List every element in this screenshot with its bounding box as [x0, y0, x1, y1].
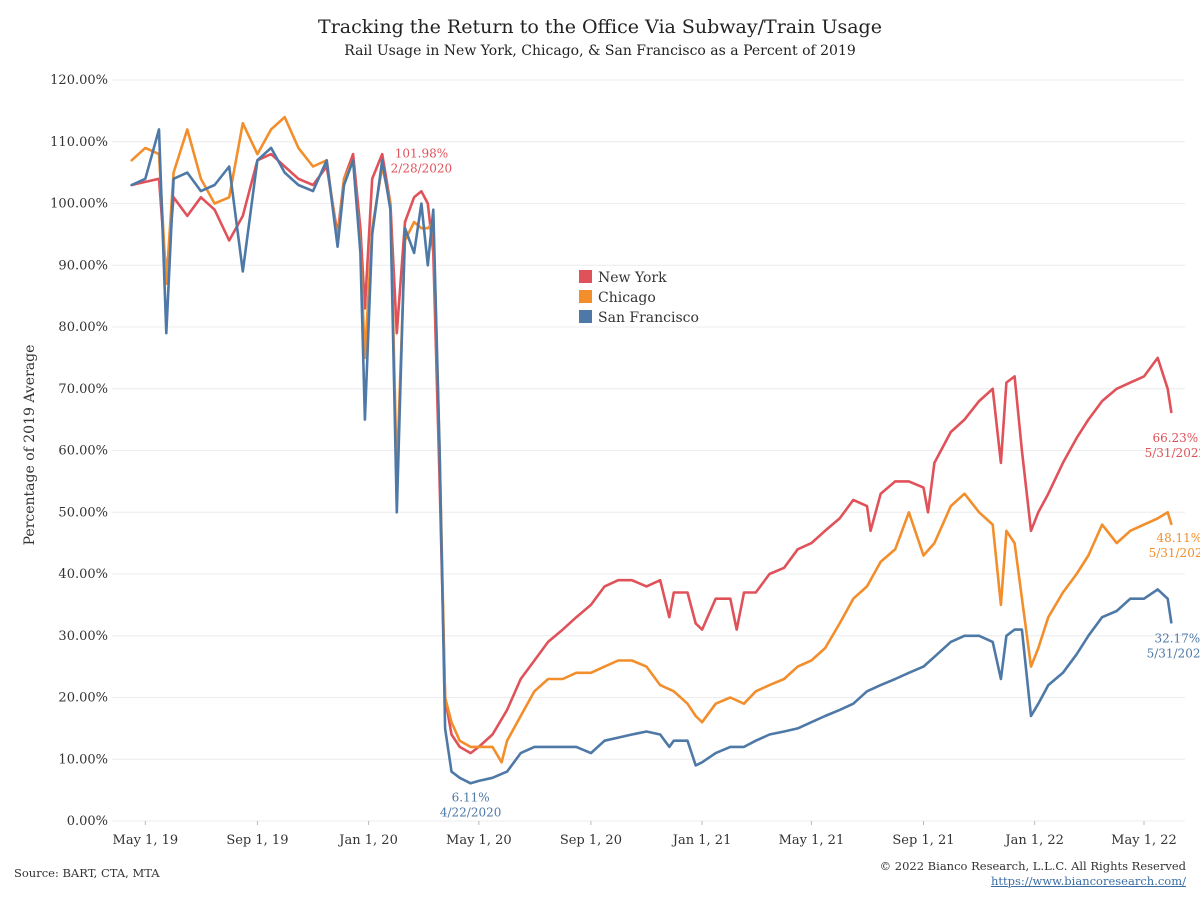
x-tick-label: May 1, 22: [1111, 833, 1177, 848]
legend-swatch-san-francisco: [579, 310, 592, 323]
annotation-value: 101.98%: [395, 146, 448, 160]
legend-swatch-new-york: [579, 270, 592, 283]
website-link[interactable]: https://www.biancoresearch.com/: [990, 874, 1186, 888]
legend: New York Chicago San Francisco: [579, 270, 699, 326]
annotation-date: 5/31/2022: [1147, 646, 1200, 660]
y-tick-label: 70.00%: [58, 382, 108, 397]
x-tick-label: Sep 1, 20: [560, 833, 622, 848]
y-axis-ticks: 0.00% 10.00% 20.00% 30.00% 40.00% 50.00% 60.00…: [50, 73, 108, 829]
x-tick-label: Jan 1, 21: [671, 833, 732, 848]
x-tick-label: Jan 1, 22: [1003, 833, 1064, 848]
chart-subtitle: Rail Usage in New York, Chicago, & San F…: [344, 43, 856, 59]
annotations: 101.98%2/28/20206.11%4/22/202066.23%5/31…: [391, 146, 1200, 819]
copyright-note: © 2022 Bianco Research, L.L.C. All Right…: [879, 859, 1186, 873]
grid-lines: [112, 79, 1185, 822]
y-tick-label: 120.00%: [50, 73, 108, 88]
y-tick-label: 0.00%: [67, 814, 108, 829]
x-tick-label: Jan 1, 20: [337, 833, 398, 848]
annotation-value: 32.17%: [1154, 631, 1200, 645]
legend-label-new-york: New York: [598, 270, 667, 286]
x-axis-ticks: May 1, 19 Sep 1, 19 Jan 1, 20 May 1, 20 Sep …: [113, 821, 1177, 848]
chart-title: Tracking the Return to the Office Via Su…: [318, 16, 882, 38]
annotation-date: 5/31/2022: [1149, 546, 1200, 560]
y-tick-label: 30.00%: [58, 629, 108, 644]
series-line-new-york: [130, 152, 1173, 755]
source-note: Source: BART, CTA, MTA: [14, 866, 160, 880]
annotation-date: 5/31/2022: [1145, 446, 1200, 460]
annotation-date: 2/28/2020: [391, 161, 453, 175]
y-tick-label: 90.00%: [58, 258, 108, 273]
series-line-san-francisco: [130, 128, 1173, 785]
legend-swatch-chicago: [579, 290, 592, 303]
x-tick-label: May 1, 20: [446, 833, 512, 848]
annotation-value: 48.11%: [1156, 531, 1200, 545]
y-tick-label: 10.00%: [58, 752, 108, 767]
x-tick-label: May 1, 21: [779, 833, 845, 848]
series-lines: [130, 115, 1173, 785]
y-tick-label: 50.00%: [58, 505, 108, 520]
x-tick-label: May 1, 19: [113, 833, 179, 848]
y-tick-label: 40.00%: [58, 567, 108, 582]
annotation-value: 6.11%: [452, 790, 490, 804]
y-tick-label: 100.00%: [50, 197, 108, 212]
x-tick-label: Sep 1, 21: [892, 833, 954, 848]
annotation-value: 66.23%: [1152, 431, 1198, 445]
y-axis-label: Percentage of 2019 Average: [22, 345, 38, 546]
y-tick-label: 110.00%: [50, 135, 108, 150]
y-tick-label: 80.00%: [58, 320, 108, 335]
x-tick-label: Sep 1, 19: [226, 833, 288, 848]
y-tick-label: 20.00%: [58, 691, 108, 706]
legend-label-chicago: Chicago: [598, 290, 656, 306]
annotation-date: 4/22/2020: [440, 805, 502, 819]
legend-label-san-francisco: San Francisco: [598, 310, 699, 326]
series-line-chicago: [130, 115, 1173, 764]
y-tick-label: 60.00%: [58, 444, 108, 459]
